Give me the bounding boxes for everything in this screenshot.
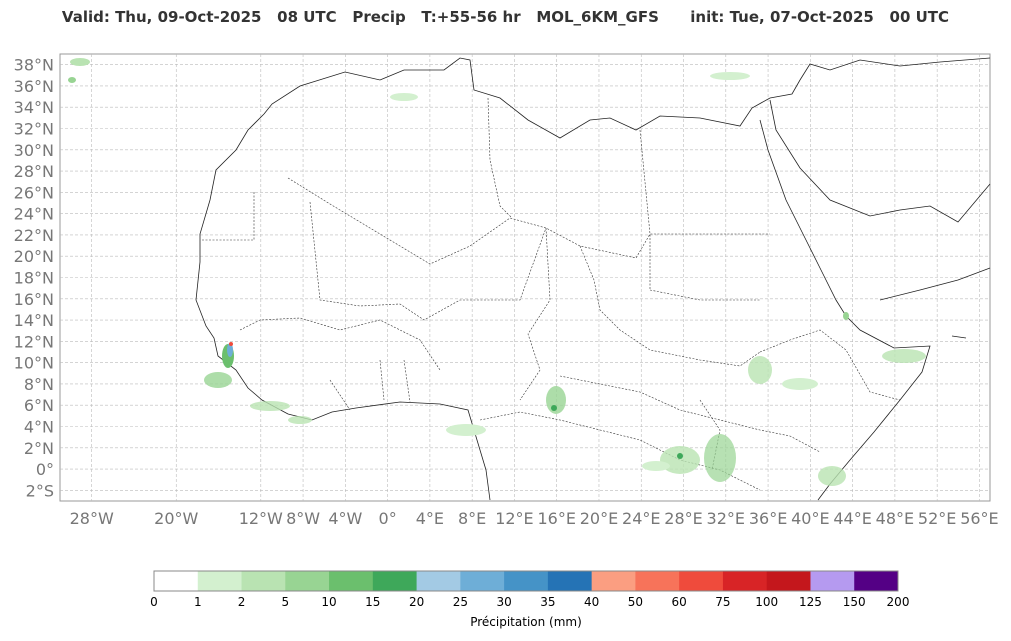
lon-tick-label: 20°W: [154, 509, 198, 528]
colorbar-swatch: [810, 571, 855, 591]
colorbar-tick-label: 75: [715, 595, 730, 609]
lat-axis: 38°N 36°N 34°N 32°N 30°N 28°N 26°N 24°N 22°N 20°N…: [14, 56, 54, 501]
lon-tick-label: 48°E: [876, 509, 914, 528]
init-date: init: Tue, 07-Oct-2025: [690, 8, 874, 26]
lead-time: T:+55-56 hr: [421, 8, 521, 26]
lon-tick-label: 12°W: [239, 509, 283, 528]
colorbar-tick-label: 5: [281, 595, 289, 609]
lon-tick-label: 28°E: [664, 509, 702, 528]
lon-tick-label: 32°E: [707, 509, 745, 528]
colorbar-tick-label: 15: [365, 595, 380, 609]
init-hour: 00 UTC: [889, 8, 950, 26]
lat-tick-label: 32°N: [14, 120, 54, 139]
colorbar-tick-label: 0: [150, 595, 158, 609]
colorbar-swatch: [416, 571, 461, 591]
lat-tick-label: 16°N: [14, 290, 54, 309]
lat-tick-label: 6°N: [24, 396, 54, 415]
lon-tick-label: 4°E: [416, 509, 444, 528]
colorbar-tick-label: 10: [321, 595, 336, 609]
lon-tick-label: 40°E: [791, 509, 829, 528]
lon-axis: 28°W 20°W 12°W 8°W 4°W 0° 4°E 8°E 12°E 16°E 20°E 24…: [70, 509, 999, 528]
colorbar-tick-label: 30: [496, 595, 511, 609]
coastlines: [195, 57, 991, 501]
colorbar-swatch: [854, 571, 899, 591]
lon-tick-label: 4°W: [328, 509, 362, 528]
map-title: Valid: Thu, 09-Oct-2025 08 UTC Precip T:…: [0, 8, 1011, 26]
lat-tick-label: 0°: [36, 460, 54, 479]
colorbar-swatch: [504, 571, 549, 591]
lat-tick-label: 38°N: [14, 56, 54, 75]
lon-tick-label: 44°E: [833, 509, 871, 528]
colorbar-swatch: [241, 571, 286, 591]
colorbar-tick-label: 25: [453, 595, 468, 609]
colorbar-tick-label: 200: [887, 595, 910, 609]
lat-tick-label: 2°S: [26, 481, 54, 500]
lon-tick-label: 8°E: [458, 509, 486, 528]
lat-tick-label: 22°N: [14, 226, 54, 245]
lon-tick-label: 24°E: [622, 509, 660, 528]
colorbar-tick-label: 35: [540, 595, 555, 609]
colorbar-title: Précipitation (mm): [470, 615, 582, 629]
colorbar-swatch: [329, 571, 374, 591]
model-name: MOL_6KM_GFS: [536, 8, 659, 26]
colorbar-tick-label: 40: [584, 595, 599, 609]
lat-tick-label: 36°N: [14, 77, 54, 96]
lat-tick-label: 10°N: [14, 354, 54, 373]
colorbar-tick-label: 60: [672, 595, 687, 609]
lat-tick-label: 4°N: [24, 418, 54, 437]
lat-tick-label: 30°N: [14, 141, 54, 160]
colorbar-swatch: [154, 571, 199, 591]
lat-tick-label: 18°N: [14, 269, 54, 288]
colorbar-swatch: [460, 571, 505, 591]
lon-tick-label: 0°: [379, 509, 397, 528]
lat-tick-label: 12°N: [14, 332, 54, 351]
colorbar-tick-label: 50: [628, 595, 643, 609]
lat-tick-label: 28°N: [14, 162, 54, 181]
lat-tick-label: 26°N: [14, 183, 54, 202]
lat-tick-label: 24°N: [14, 205, 54, 224]
variable-name: Precip: [352, 8, 406, 26]
colorbar-tick-label: 125: [799, 595, 822, 609]
lon-tick-label: 28°W: [70, 509, 114, 528]
lat-tick-label: 34°N: [14, 98, 54, 117]
colorbar-swatch: [635, 571, 680, 591]
colorbar-tick-label: 100: [755, 595, 778, 609]
colorbar-swatch: [197, 571, 243, 591]
valid-hour: 08 UTC: [277, 8, 337, 26]
colorbar-swatch: [679, 571, 724, 591]
colorbar-swatch: [722, 571, 768, 591]
colorbar: 0 1 2 5 10 15 20 25 30 35 40 50 60 75 100 125 150 200: [150, 570, 910, 609]
colorbar-swatch: [591, 571, 636, 591]
lat-tick-label: 20°N: [14, 247, 54, 266]
lat-tick-label: 8°N: [24, 375, 54, 394]
lon-tick-label: 56°E: [960, 509, 998, 528]
lon-tick-label: 36°E: [749, 509, 787, 528]
lon-tick-label: 12°E: [495, 509, 533, 528]
colorbar-tick-label: 150: [843, 595, 866, 609]
lon-tick-label: 52°E: [918, 509, 956, 528]
colorbar-swatch: [766, 571, 811, 591]
valid-date: Valid: Thu, 09-Oct-2025: [61, 8, 262, 26]
colorbar-tick-label: 2: [238, 595, 246, 609]
precip-patches: [68, 58, 926, 486]
colorbar-swatch: [372, 571, 418, 591]
colorbar-frame: [153, 570, 899, 592]
lon-tick-label: 8°W: [286, 509, 320, 528]
lat-tick-label: 2°N: [24, 439, 54, 458]
lon-tick-label: 16°E: [537, 509, 575, 528]
colorbar-swatch: [547, 571, 593, 591]
colorbar-swatch: [285, 571, 330, 591]
colorbar-tick-label: 1: [194, 595, 202, 609]
lat-tick-label: 14°N: [14, 311, 54, 330]
lon-tick-label: 20°E: [580, 509, 618, 528]
colorbar-tick-label: 20: [409, 595, 424, 609]
